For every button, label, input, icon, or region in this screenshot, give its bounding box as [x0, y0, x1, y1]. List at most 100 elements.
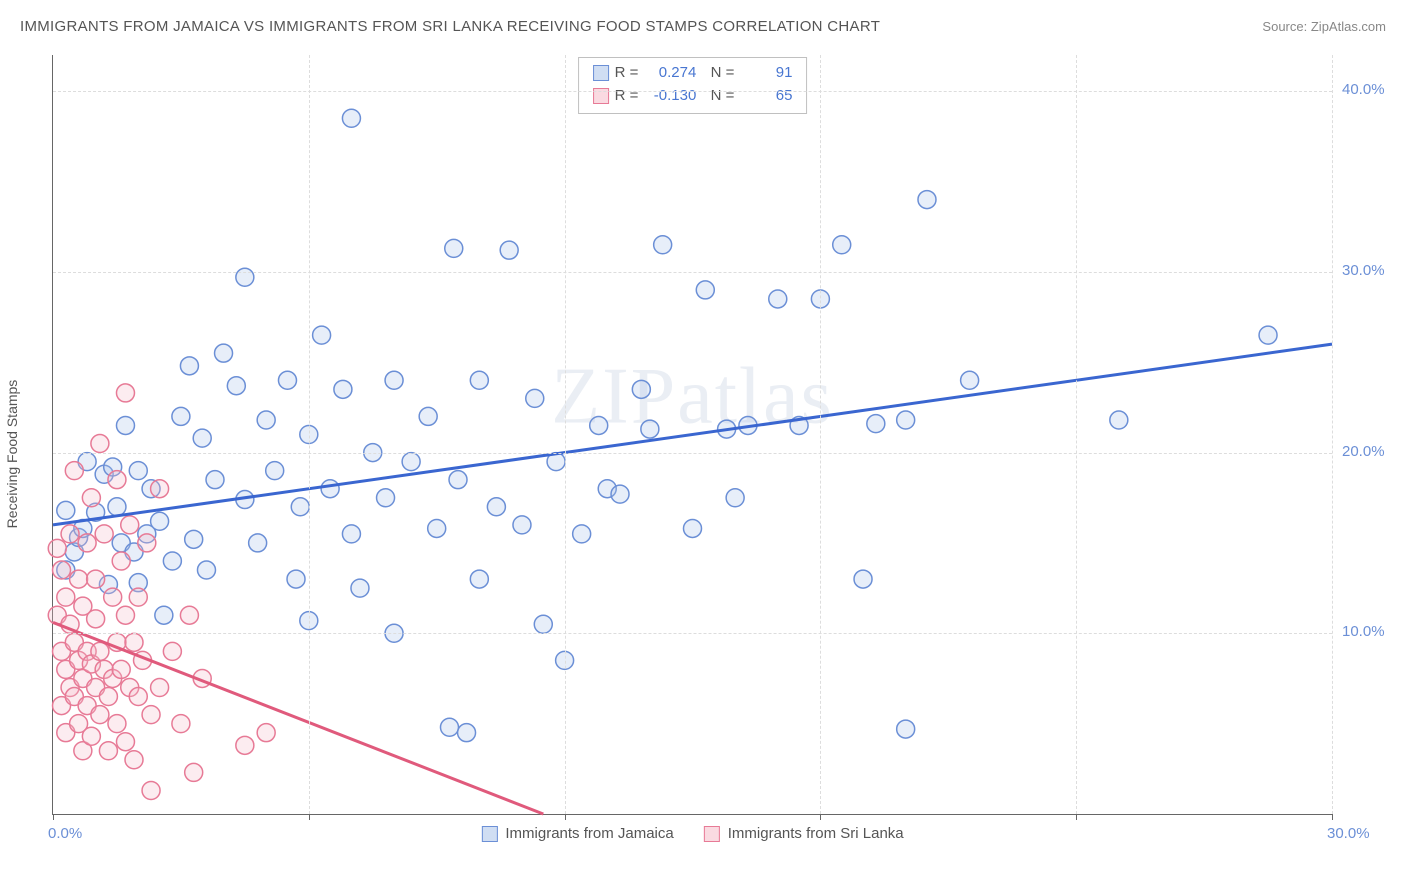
data-point: [163, 552, 181, 570]
data-point: [487, 498, 505, 516]
data-point: [91, 435, 109, 453]
legend-item-jamaica: Immigrants from Jamaica: [481, 825, 673, 842]
data-point: [428, 519, 446, 537]
data-point: [193, 429, 211, 447]
grid-h: [53, 272, 1332, 273]
data-point: [125, 633, 143, 651]
data-point: [61, 525, 79, 543]
x-tick-mark: [565, 814, 566, 820]
data-point: [534, 615, 552, 633]
data-point: [833, 236, 851, 254]
data-point: [172, 715, 190, 733]
data-point: [266, 462, 284, 480]
data-point: [573, 525, 591, 543]
data-point: [961, 371, 979, 389]
data-point: [632, 380, 650, 398]
legend-n-label: N =: [702, 62, 734, 85]
legend-n-value-jamaica: 91: [740, 62, 792, 85]
data-point: [197, 561, 215, 579]
data-point: [385, 371, 403, 389]
y-tick-label: 20.0%: [1342, 443, 1402, 460]
data-point: [513, 516, 531, 534]
data-point: [611, 485, 629, 503]
grid-v: [1076, 55, 1077, 814]
data-point: [108, 498, 126, 516]
data-point: [48, 539, 66, 557]
data-point: [897, 411, 915, 429]
data-point: [1110, 411, 1128, 429]
data-point: [351, 579, 369, 597]
y-axis-label: Receiving Food Stamps: [4, 380, 20, 529]
data-point: [57, 501, 75, 519]
data-point: [291, 498, 309, 516]
data-point: [112, 552, 130, 570]
data-point: [151, 679, 169, 697]
data-point: [142, 706, 160, 724]
legend-item-srilanka: Immigrants from Sri Lanka: [704, 825, 904, 842]
source-label: Source:: [1262, 19, 1307, 34]
data-point: [142, 782, 160, 800]
data-point: [185, 530, 203, 548]
grid-v: [820, 55, 821, 814]
grid-h: [53, 453, 1332, 454]
data-point: [249, 534, 267, 552]
data-point: [87, 570, 105, 588]
data-point: [321, 480, 339, 498]
data-point: [278, 371, 296, 389]
data-point: [108, 471, 126, 489]
x-tick-mark: [1332, 814, 1333, 820]
data-point: [287, 570, 305, 588]
legend-n-value-srilanka: 65: [740, 85, 792, 108]
data-point: [129, 688, 147, 706]
chart-title: IMMIGRANTS FROM JAMAICA VS IMMIGRANTS FR…: [20, 18, 880, 35]
data-point: [82, 727, 100, 745]
data-point: [215, 344, 233, 362]
legend-n-label: N =: [702, 85, 734, 108]
data-point: [445, 239, 463, 257]
data-point: [91, 706, 109, 724]
data-point: [116, 733, 134, 751]
x-tick-mark: [1076, 814, 1077, 820]
data-point: [95, 525, 113, 543]
data-point: [112, 660, 130, 678]
data-point: [449, 471, 467, 489]
data-point: [78, 534, 96, 552]
data-point: [185, 763, 203, 781]
x-tick-mark: [820, 814, 821, 820]
data-point: [163, 642, 181, 660]
legend-r-label: R =: [615, 62, 639, 85]
data-point: [99, 688, 117, 706]
data-point: [53, 561, 71, 579]
y-tick-label: 10.0%: [1342, 623, 1402, 640]
legend-swatch-blue-icon: [481, 826, 497, 842]
data-point: [769, 290, 787, 308]
legend-swatch-blue-icon: [593, 65, 609, 81]
data-point: [129, 588, 147, 606]
legend-swatch-pink-icon: [704, 826, 720, 842]
data-point: [419, 407, 437, 425]
data-point: [590, 416, 608, 434]
data-point: [470, 570, 488, 588]
legend-label-jamaica: Immigrants from Jamaica: [505, 825, 673, 842]
data-point: [918, 191, 936, 209]
data-point: [57, 588, 75, 606]
data-point: [726, 489, 744, 507]
plot-area: ZIPatlas R = 0.274 N = 91 R = -0.130 N =…: [52, 55, 1332, 815]
data-point: [180, 357, 198, 375]
data-point: [151, 480, 169, 498]
trend-line: [53, 344, 1332, 525]
data-point: [897, 720, 915, 738]
data-point: [180, 606, 198, 624]
grid-v: [1332, 55, 1333, 814]
data-point: [82, 489, 100, 507]
data-point: [684, 519, 702, 537]
data-point: [867, 415, 885, 433]
y-tick-label: 30.0%: [1342, 262, 1402, 279]
data-point: [172, 407, 190, 425]
data-point: [104, 588, 122, 606]
grid-h: [53, 633, 1332, 634]
data-point: [116, 384, 134, 402]
data-point: [313, 326, 331, 344]
data-point: [99, 742, 117, 760]
data-point: [206, 471, 224, 489]
